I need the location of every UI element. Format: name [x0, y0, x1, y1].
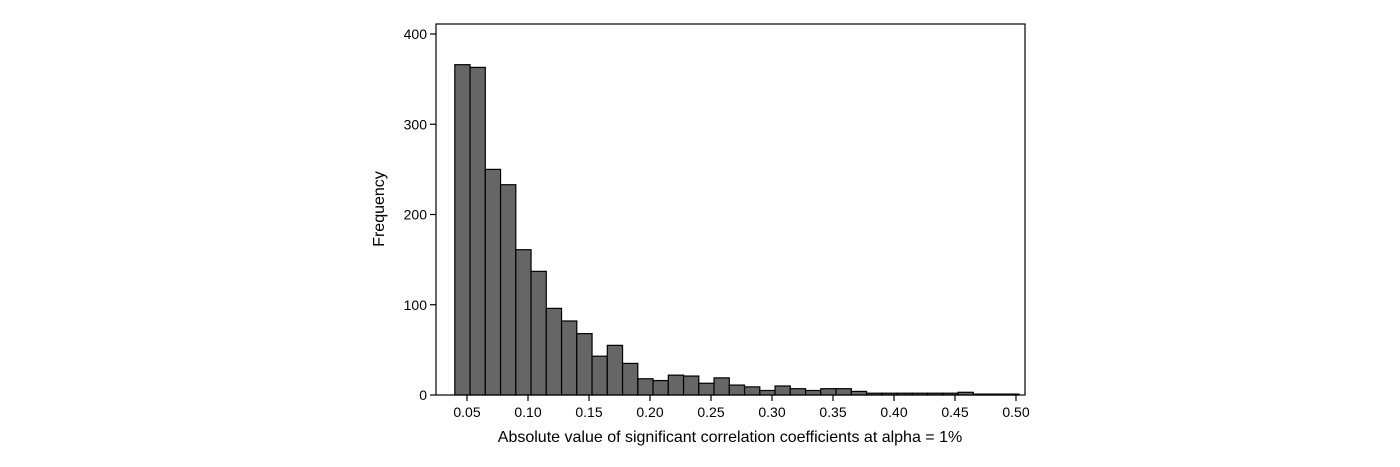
x-axis: 0.05 0.10 0.15 0.20 0.25 0.30 0.35 0.40 0.45 0.50 [453, 395, 1030, 420]
histogram-bar [667, 374, 685, 396]
histogram-bar [652, 379, 669, 396]
x-tick-label: 0.05 [453, 404, 480, 420]
histogram-bar [469, 66, 486, 396]
y-tick-label: 400 [404, 26, 428, 42]
histogram-bar [454, 64, 471, 396]
histogram-bar [499, 184, 517, 396]
histogram-bar [682, 375, 700, 396]
x-tick-label: 0.20 [636, 404, 663, 420]
histogram-bar [637, 378, 654, 396]
histogram-bar [835, 388, 852, 396]
x-tick-label: 0.30 [758, 404, 785, 420]
y-tick-label: 0 [419, 387, 427, 403]
x-tick-label: 0.15 [575, 404, 602, 420]
x-tick-label: 0.45 [941, 404, 968, 420]
histogram-bar [515, 249, 532, 396]
histogram-bar [484, 168, 502, 396]
plot-frame [435, 23, 1026, 396]
y-axis-title: Frequency [371, 171, 388, 247]
x-axis-title: Absolute value of significant correlatio… [498, 429, 962, 446]
histogram-bar [759, 389, 776, 396]
histogram-bar [545, 307, 563, 396]
histogram-bar [804, 389, 822, 396]
histogram-bar [728, 384, 746, 396]
x-tick-label: 0.35 [819, 404, 846, 420]
y-axis: 0 100 200 300 400 [404, 26, 436, 403]
x-tick-label: 0.40 [880, 404, 907, 420]
histogram-bar [820, 388, 837, 396]
histogram-bar [774, 385, 791, 396]
histogram-bar [713, 377, 730, 396]
histogram-bar [606, 344, 624, 396]
histogram-bar [743, 386, 761, 396]
bars-layer [454, 64, 1020, 396]
y-tick-label: 300 [404, 116, 428, 132]
histogram-bar [698, 382, 715, 396]
x-tick-label: 0.50 [1002, 404, 1029, 420]
x-tick-label: 0.25 [697, 404, 724, 420]
x-tick-label: 0.10 [514, 404, 541, 420]
y-tick-label: 100 [404, 297, 428, 313]
y-tick-label: 200 [404, 207, 428, 223]
histogram-bar [621, 362, 639, 396]
histogram-bar [530, 270, 547, 396]
histogram-bar [789, 388, 807, 396]
histogram-bar [560, 320, 578, 396]
histogram-bar [576, 333, 593, 396]
histogram-bar [591, 355, 608, 396]
